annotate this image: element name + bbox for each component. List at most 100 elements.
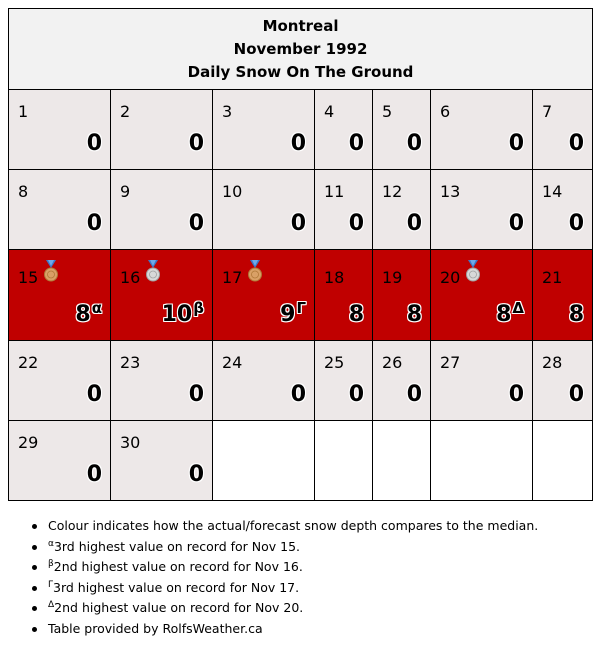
day-cell: 29 0 <box>8 420 111 501</box>
week-row: 15 8α 16 10β 17 9Γ 18 8 19 8 20 8Δ 21 8 <box>8 249 594 341</box>
day-cell: 22 0 <box>8 340 111 421</box>
day-number: 5 <box>382 102 393 121</box>
day-number: 13 <box>440 182 461 201</box>
day-number: 12 <box>382 182 403 201</box>
snow-depth-number: 0 <box>348 211 364 236</box>
subject-title: Daily Snow On The Ground <box>187 62 414 81</box>
snow-depth-number: 9 <box>280 302 296 327</box>
snow-depth-number: 0 <box>188 131 204 156</box>
snow-depth-value: 9Γ <box>280 299 306 327</box>
day-cell: 23 0 <box>110 340 213 421</box>
footnote-mark: α <box>48 538 54 549</box>
snow-depth-number: 10 <box>161 302 193 327</box>
table-header: Montreal November 1992 Daily Snow On The… <box>7 8 594 90</box>
period-title: November 1992 <box>233 39 368 58</box>
snow-depth-number: 8 <box>348 302 364 327</box>
snow-depth-value: 8 <box>569 302 584 327</box>
snow-depth-value: 0 <box>87 462 102 487</box>
day-cell: 10 0 <box>212 169 315 250</box>
snow-depth-number: 0 <box>188 382 204 407</box>
snow-depth-number: 8 <box>568 302 585 327</box>
snow-depth-number: 8 <box>406 302 422 327</box>
snow-depth-value: 0 <box>349 211 364 236</box>
day-number: 2 <box>120 102 131 121</box>
day-number: 23 <box>120 353 141 372</box>
snow-depth-number: 0 <box>508 211 524 236</box>
snow-depth-value: 0 <box>189 131 204 156</box>
snow-depth-value: 0 <box>189 462 204 487</box>
snow-depth-number: 0 <box>290 131 306 156</box>
day-cell: 16 10β <box>110 249 213 341</box>
day-number: 4 <box>324 102 335 121</box>
snow-depth-value: 0 <box>349 382 364 407</box>
snow-depth-value: 0 <box>509 382 524 407</box>
snow-depth-number: 0 <box>406 131 422 156</box>
silver-medal-icon <box>144 260 162 282</box>
day-number: 27 <box>440 353 461 372</box>
snow-depth-number: 0 <box>290 211 306 236</box>
day-number: 7 <box>542 102 553 121</box>
day-number: 30 <box>120 433 141 452</box>
day-cell: 25 0 <box>314 340 373 421</box>
day-cell: 19 8 <box>372 249 431 341</box>
snow-depth-number: 0 <box>290 382 306 407</box>
snow-depth-value: 8 <box>349 302 364 327</box>
snow-depth-value: 0 <box>407 211 422 236</box>
day-cell: 21 8 <box>531 249 594 341</box>
snow-depth-value: 0 <box>87 382 102 407</box>
city-title: Montreal <box>262 16 339 35</box>
day-cell: 28 0 <box>531 340 594 421</box>
snow-depth-value: 8 <box>407 302 422 327</box>
empty-cell <box>372 420 431 501</box>
footnote-item: α3rd highest value on record for Nov 15. <box>28 537 538 558</box>
snow-depth-number: 8 <box>496 302 512 327</box>
day-number: 1 <box>18 102 29 121</box>
snow-depth-value: 0 <box>407 382 422 407</box>
snow-depth-value: 0 <box>189 211 204 236</box>
day-cell: 26 0 <box>372 340 431 421</box>
day-number: 9 <box>120 182 131 201</box>
footnote-item: Table provided by RolfsWeather.ca <box>28 619 538 640</box>
record-mark: α <box>91 299 102 317</box>
day-number: 25 <box>324 353 345 372</box>
snow-depth-number: 0 <box>568 211 585 236</box>
day-number: 11 <box>324 182 345 201</box>
day-number: 19 <box>382 268 403 287</box>
calendar-body: 1 0 2 0 3 0 4 0 5 0 6 0 7 0 8 0 9 0 10 0 11 0 12 0 13 0 14 0 15 8α 16 1… <box>8 89 594 501</box>
footnote-mark: β <box>48 559 54 570</box>
snow-depth-value: 8Δ <box>496 299 524 327</box>
snow-depth-value: 0 <box>87 211 102 236</box>
snow-depth-number: 0 <box>188 462 204 487</box>
footnote-item: Colour indicates how the actual/forecast… <box>28 516 538 537</box>
record-mark: Δ <box>512 299 524 317</box>
day-cell: 13 0 <box>430 169 533 250</box>
snow-depth-value: 8α <box>75 299 102 327</box>
snow-depth-number: 0 <box>188 211 204 236</box>
snow-depth-value: 0 <box>509 211 524 236</box>
snow-depth-value: 0 <box>349 131 364 156</box>
day-number: 20 <box>440 268 461 287</box>
day-number: 6 <box>440 102 451 121</box>
day-number: 24 <box>222 353 243 372</box>
snow-depth-number: 0 <box>86 131 102 156</box>
snow-depth-value: 0 <box>291 382 306 407</box>
snow-depth-value: 0 <box>407 131 422 156</box>
snow-depth-value: 0 <box>569 382 584 407</box>
week-row: 29 0 30 0 <box>8 420 594 501</box>
footnote-mark: Γ <box>48 579 54 590</box>
snow-depth-number: 0 <box>508 382 524 407</box>
snow-depth-value: 0 <box>569 131 584 156</box>
snow-depth-number: 0 <box>568 382 585 407</box>
day-cell: 27 0 <box>430 340 533 421</box>
day-cell: 12 0 <box>372 169 431 250</box>
footnote-text: Table provided by RolfsWeather.ca <box>48 620 263 636</box>
snow-depth-value: 0 <box>87 131 102 156</box>
footnote-text: 2nd highest value on record for Nov 20. <box>54 600 304 616</box>
day-number: 3 <box>222 102 233 121</box>
footnote-item: Γ3rd highest value on record for Nov 17. <box>28 578 538 599</box>
